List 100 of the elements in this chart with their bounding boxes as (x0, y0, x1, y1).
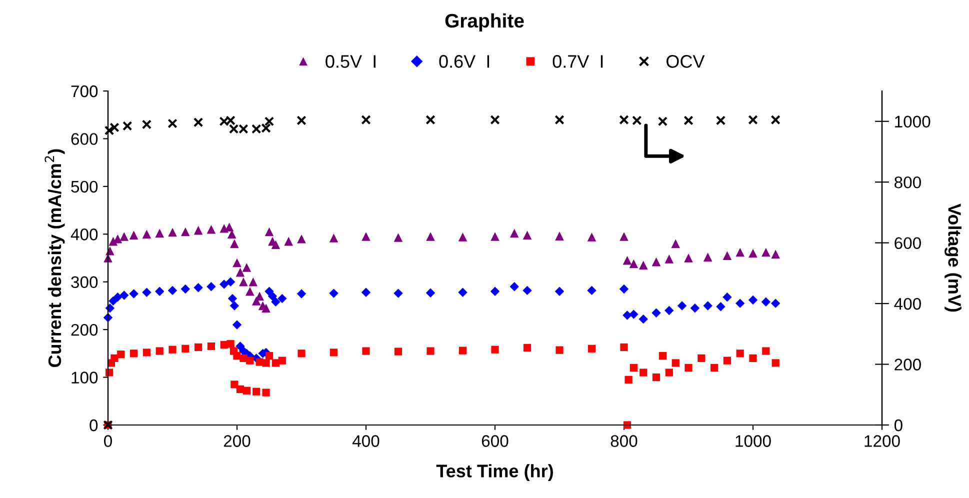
chart-title: Graphite (445, 13, 524, 32)
y2-tick-label: 200 (894, 358, 921, 370)
point (620, 232, 628, 241)
point (629, 310, 638, 319)
point (426, 288, 436, 298)
point (640, 368, 648, 376)
point (194, 282, 203, 292)
point (629, 259, 638, 268)
point (736, 248, 744, 257)
point (271, 297, 280, 307)
point (771, 250, 780, 259)
point (329, 234, 338, 242)
point (770, 114, 780, 125)
point (619, 284, 629, 294)
point (622, 310, 632, 320)
point (394, 288, 403, 298)
point (206, 224, 216, 234)
point (262, 304, 270, 312)
y2-axis-title: Voltage (mV) (944, 204, 962, 312)
y-axis-title: Current density (mA/cm$^{2}$) (44, 149, 65, 368)
point (671, 239, 680, 248)
point (749, 354, 757, 362)
point (672, 359, 680, 367)
x-tick-label: 600 (482, 435, 508, 447)
point (181, 227, 190, 236)
point (723, 356, 732, 364)
point (155, 228, 164, 238)
point (703, 301, 712, 310)
point (298, 350, 306, 358)
point (236, 268, 245, 277)
point (523, 344, 532, 352)
point (684, 254, 693, 262)
point (246, 356, 254, 364)
point (426, 347, 434, 355)
point (129, 289, 138, 298)
point (362, 232, 370, 241)
point (296, 116, 306, 126)
point (130, 350, 138, 358)
x-tick-label: 0 (104, 435, 112, 447)
point (193, 117, 204, 128)
point (703, 252, 712, 262)
legend-label: 0.6V I (439, 55, 490, 68)
point (194, 343, 202, 352)
point (710, 364, 718, 372)
y-tick-label: 0 (90, 419, 98, 432)
y-tick-label: 700 (71, 85, 98, 98)
point (278, 294, 287, 304)
point (180, 284, 190, 294)
point (110, 354, 118, 362)
point (716, 302, 726, 312)
point (458, 232, 468, 242)
point (226, 340, 234, 348)
point (722, 292, 732, 302)
point (232, 320, 242, 330)
point (522, 286, 532, 296)
point (510, 282, 519, 292)
point (690, 303, 700, 313)
point (698, 354, 706, 362)
point (762, 248, 770, 257)
point (113, 292, 122, 302)
point (394, 233, 403, 242)
point (762, 347, 770, 355)
point (361, 114, 371, 125)
point (297, 234, 306, 244)
point (168, 346, 176, 354)
point (664, 306, 674, 316)
point (154, 286, 164, 296)
point (554, 114, 564, 125)
point (638, 260, 648, 270)
point (624, 376, 632, 384)
point (142, 348, 151, 356)
point (168, 118, 178, 128)
point (722, 251, 732, 260)
x-tick-label: 1200 (864, 435, 900, 447)
point (271, 240, 280, 250)
point (458, 346, 467, 354)
point (284, 236, 293, 246)
point (587, 286, 596, 296)
point (330, 348, 338, 356)
point (664, 254, 674, 264)
point (490, 232, 500, 241)
point (246, 287, 254, 296)
point (426, 114, 436, 125)
point (619, 114, 629, 125)
x-tick-label: 400 (352, 435, 380, 447)
point (105, 368, 114, 376)
point (658, 116, 668, 126)
point (761, 297, 771, 307)
point (684, 364, 692, 372)
point (362, 347, 370, 355)
point (622, 256, 632, 265)
point (735, 298, 745, 308)
point (207, 342, 216, 350)
point (117, 350, 125, 358)
point (426, 232, 435, 241)
point (329, 288, 338, 298)
point (684, 116, 694, 126)
point (490, 286, 500, 296)
point (239, 277, 248, 286)
point (296, 289, 306, 298)
